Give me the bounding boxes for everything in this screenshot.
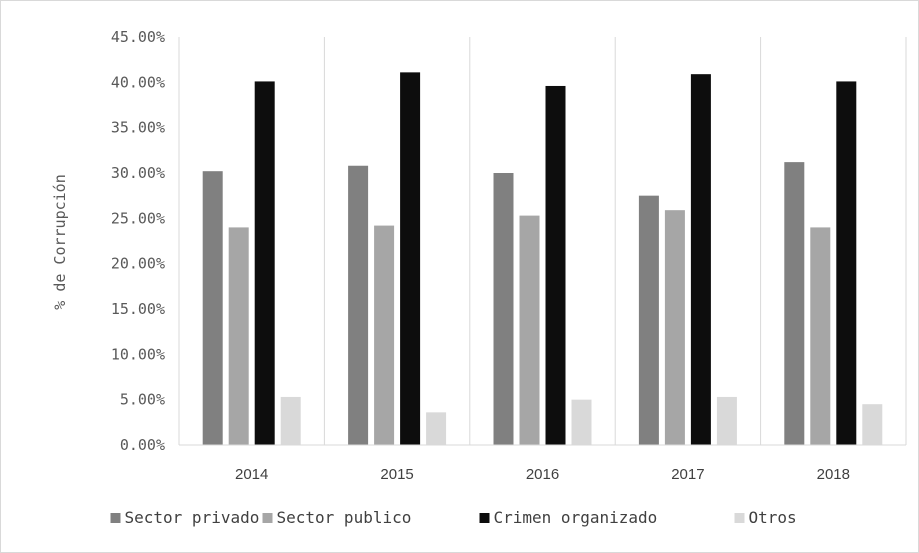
y-tick-label: 10.00%: [111, 345, 165, 363]
bar: [228, 227, 249, 445]
bar: [426, 412, 447, 445]
legend-label: Sector privado: [125, 508, 260, 527]
bar: [348, 165, 369, 445]
y-tick-labels: 0.00% 5.00% 10.00% 15.00% 20.00% 25.00% 30.00%…: [111, 28, 165, 454]
bar: [836, 81, 857, 445]
bar: [374, 225, 395, 445]
bar: [280, 396, 301, 445]
y-tick-label: 30.00%: [111, 164, 165, 182]
legend-swatch: [479, 513, 490, 523]
x-tick-label: 2017: [671, 466, 704, 483]
y-tick-label: 0.00%: [120, 436, 165, 454]
bars: [202, 72, 883, 446]
bar: [254, 81, 275, 445]
gridlines: [178, 37, 907, 445]
y-tick-label: 5.00%: [120, 391, 165, 409]
x-tick-label: 2016: [526, 466, 559, 483]
y-tick-label: 15.00%: [111, 300, 165, 318]
bar: [545, 85, 566, 446]
legend-swatch: [262, 513, 273, 523]
x-tick-labels: 2014 2015 2016 2017 2018: [235, 466, 850, 483]
bar: [493, 173, 514, 445]
bar: [784, 162, 805, 445]
y-axis-title: % de Corrupción: [51, 174, 69, 309]
legend-swatch: [110, 513, 121, 523]
bar: [202, 171, 223, 446]
bar: [664, 210, 685, 445]
x-tick-label: 2014: [235, 466, 268, 483]
y-tick-label: 45.00%: [111, 28, 165, 46]
bar: [690, 74, 711, 445]
y-tick-label: 20.00%: [111, 255, 165, 273]
legend-label: Otros: [749, 508, 797, 527]
bar: [716, 396, 737, 445]
bar: [571, 399, 592, 445]
bar: [400, 72, 421, 446]
legend-label: Crimen organizado: [494, 508, 658, 527]
x-tick-label: 2015: [380, 466, 413, 483]
bar: [519, 215, 540, 445]
x-tick-label: 2018: [817, 466, 850, 483]
y-tick-label: 25.00%: [111, 209, 165, 227]
y-tick-label: 35.00%: [111, 119, 165, 137]
y-tick-label: 40.00%: [111, 73, 165, 91]
legend-swatch: [734, 513, 745, 523]
bar: [862, 404, 883, 445]
legend-label: Sector publico: [277, 508, 412, 527]
bar: [638, 195, 659, 445]
bar: [810, 227, 831, 445]
legend: Sector privado Sector publico Crimen organ…: [110, 508, 797, 527]
